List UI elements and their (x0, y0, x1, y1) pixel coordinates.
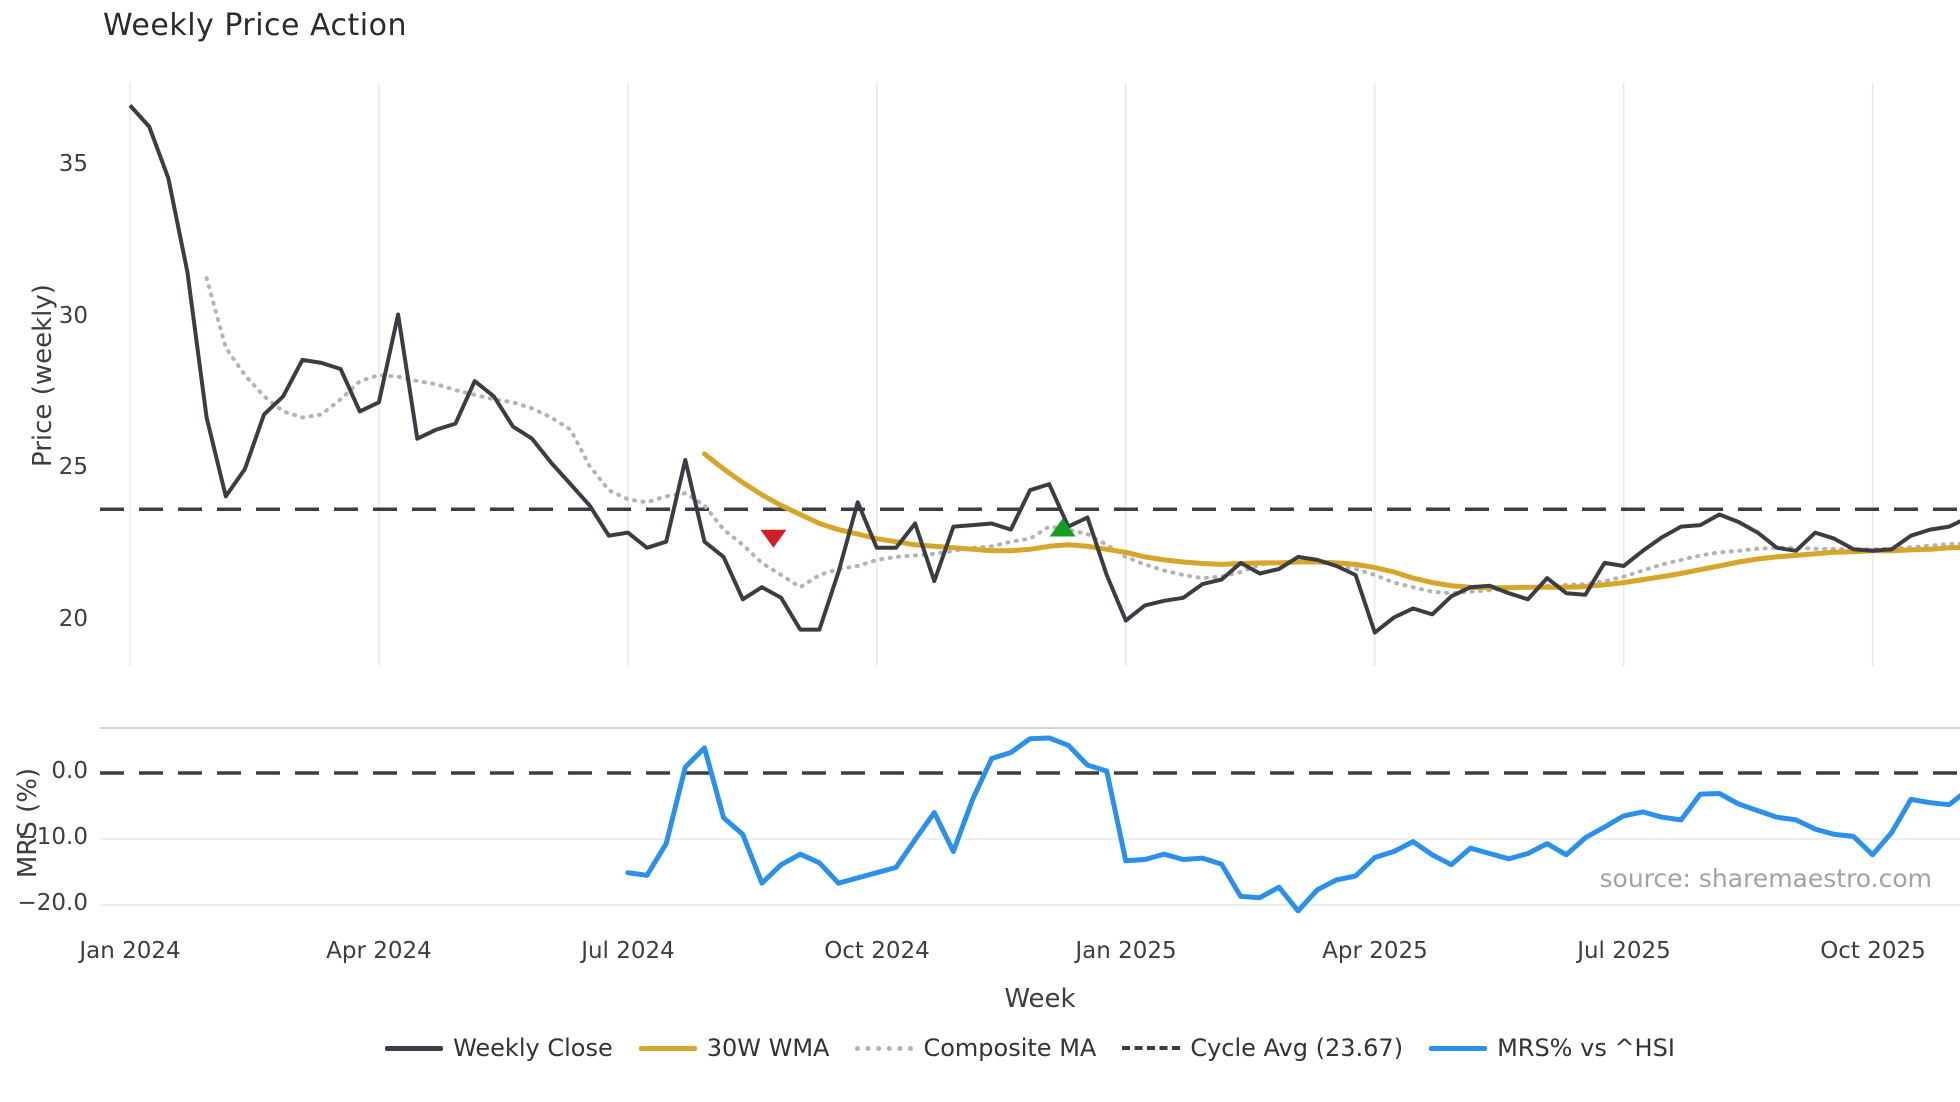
x-axis-label: Week (1004, 984, 1076, 1014)
buy-marker (1049, 518, 1076, 537)
legend-label: Cycle Avg (23.67) (1190, 1034, 1404, 1062)
mrs-ytick-label: −20.0 (17, 890, 88, 916)
x-tick-label: Jan 2024 (79, 938, 181, 964)
chart-title: Weekly Price Action (103, 8, 407, 43)
price-ytick-label: 25 (58, 454, 88, 480)
x-tick-label: Apr 2025 (1322, 938, 1428, 964)
legend-swatch-solid (385, 1045, 444, 1051)
x-tick-label: Jul 2024 (581, 938, 675, 964)
x-tick-label: Jul 2025 (1577, 938, 1671, 964)
legend-label: Composite MA (923, 1034, 1097, 1062)
legend-item: MRS% vs ^HSI (1429, 1034, 1675, 1062)
legend-item: Cycle Avg (23.67) (1122, 1034, 1403, 1062)
price-ytick-label: 20 (58, 606, 88, 632)
x-tick-label: Apr 2024 (326, 938, 432, 964)
x-tick-label: Oct 2024 (824, 938, 930, 964)
legend-label: 30W WMA (706, 1034, 830, 1062)
legend-item: Composite MA (855, 1034, 1096, 1062)
legend-swatch-dashed (1122, 1046, 1181, 1050)
price-ytick-label: 30 (58, 303, 88, 329)
legend-swatch-solid (1429, 1045, 1488, 1051)
x-tick-label: Jan 2025 (1075, 938, 1177, 964)
composite-ma-line (204, 276, 1960, 596)
mrs-ytick-label: 0.0 (51, 758, 88, 784)
legend-swatch-dotted (855, 1045, 914, 1051)
source-credit: source: sharemaestro.com (1599, 864, 1933, 893)
x-tick-label: Oct 2025 (1820, 938, 1926, 964)
sell-marker (760, 529, 787, 548)
mrs-ytick-label: −10.0 (17, 824, 88, 850)
legend-label: MRS% vs ^HSI (1497, 1034, 1675, 1062)
mrs-line (625, 735, 1960, 914)
legend-item: Weekly Close (385, 1034, 613, 1062)
price-ytick-label: 35 (58, 151, 88, 177)
wma-30w-line (702, 451, 1960, 591)
legend-swatch-solid (638, 1045, 697, 1051)
legend-item: 30W WMA (638, 1034, 830, 1062)
weekly-close-line (128, 104, 1960, 635)
legend-label: Weekly Close (453, 1034, 613, 1062)
chart-legend: Weekly Close 30W WMA Composite MA Cycle Avg… (100, 1034, 1960, 1062)
